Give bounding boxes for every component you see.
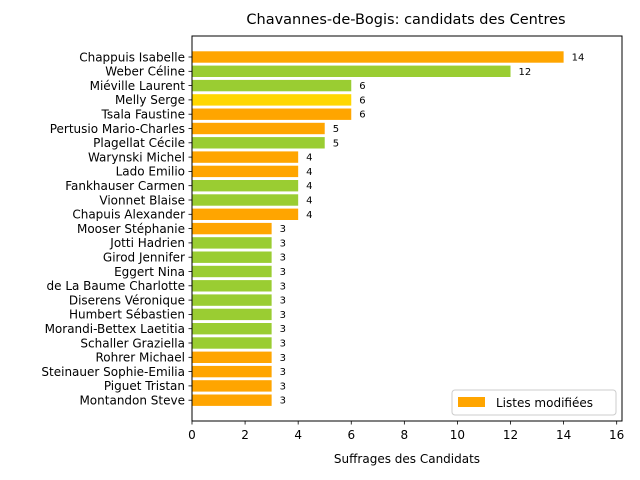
x-tick-label: 4 xyxy=(294,428,302,442)
data-label: 4 xyxy=(306,181,312,192)
data-label: 3 xyxy=(280,310,286,321)
x-tick-label: 8 xyxy=(401,428,409,442)
data-label: 3 xyxy=(280,324,286,335)
y-tick-label: Melly Serge xyxy=(115,93,185,107)
y-tick-label: Tsala Faustine xyxy=(101,108,186,122)
bar xyxy=(192,65,511,77)
data-label: 6 xyxy=(359,95,365,106)
y-tick-label: Montandon Steve xyxy=(79,394,185,408)
data-label: 3 xyxy=(280,367,286,378)
bar xyxy=(192,294,272,306)
x-tick-label: 0 xyxy=(188,428,196,442)
bar xyxy=(192,108,352,120)
y-tick-label: Pertusio Mario-Charles xyxy=(50,122,185,136)
bar xyxy=(192,51,564,63)
data-label: 3 xyxy=(280,281,286,292)
data-label: 3 xyxy=(280,253,286,264)
y-tick-label: Mooser Stéphanie xyxy=(77,222,185,236)
data-label: 3 xyxy=(280,381,286,392)
plot-frame xyxy=(191,35,623,422)
bar xyxy=(192,380,272,392)
data-label: 14 xyxy=(572,53,585,64)
y-tick-label: Morandi-Bettex Laetitia xyxy=(45,322,185,336)
data-label: 6 xyxy=(359,110,365,121)
legend-swatch xyxy=(458,397,485,407)
x-tick-label: 10 xyxy=(450,428,465,442)
bar xyxy=(192,180,299,192)
bar xyxy=(192,365,272,378)
y-tick-label: Schaller Graziella xyxy=(80,336,185,350)
bar xyxy=(192,337,272,349)
data-label: 6 xyxy=(359,81,365,92)
bar xyxy=(192,308,272,321)
bar xyxy=(192,94,352,106)
y-tick-label: Fankhauser Carmen xyxy=(65,179,185,193)
legend-frame xyxy=(451,389,617,416)
x-tick-label: 16 xyxy=(609,428,624,442)
data-label: 4 xyxy=(306,196,312,207)
data-label: 5 xyxy=(333,124,339,135)
data-label: 3 xyxy=(280,339,286,350)
y-tick-label: Miéville Laurent xyxy=(90,79,186,93)
y-tick-label: Piguet Tristan xyxy=(104,379,185,393)
y-tick-label: Girod Jennifer xyxy=(103,251,185,265)
data-label: 5 xyxy=(333,138,339,149)
bar xyxy=(192,151,299,163)
data-label: 3 xyxy=(280,224,286,235)
bar xyxy=(192,222,272,235)
y-tick-label: Weber Céline xyxy=(105,65,185,79)
x-axis-label: Suffrages des Candidats xyxy=(334,452,480,466)
bar xyxy=(192,237,272,249)
legend: Listes modifiées xyxy=(451,389,617,416)
data-label: 4 xyxy=(306,153,312,164)
bar xyxy=(192,122,325,135)
bar xyxy=(192,208,299,220)
bar xyxy=(192,280,272,292)
x-axis-ticks: 0 2 4 6 8 10 12 14 16 xyxy=(188,421,624,442)
y-tick-label: Humbert Sébastien xyxy=(69,308,185,322)
x-tick-label: 14 xyxy=(556,428,571,442)
y-tick-label: Diserens Véronique xyxy=(69,293,185,307)
legend-entry-label: Listes modifiées xyxy=(496,396,593,410)
x-tick-label: 12 xyxy=(503,428,518,442)
data-label: 3 xyxy=(280,353,286,364)
data-label: 4 xyxy=(306,167,312,178)
y-tick-label: Rohrer Michael xyxy=(95,351,185,365)
data-labels-group: 14 12 6 6 6 5 5 4 4 4 4 4 3 3 3 3 3 3 3 3 3 3 3 3 3 xyxy=(280,53,585,407)
bar xyxy=(192,194,299,206)
y-tick-label: Warynski Michel xyxy=(88,150,185,164)
y-tick-label: Plagellat Cécile xyxy=(93,136,185,150)
bar xyxy=(192,394,272,406)
x-tick-label: 2 xyxy=(241,428,249,442)
bar xyxy=(192,351,272,363)
y-tick-label: Chappuis Isabelle xyxy=(79,50,185,64)
bars-group xyxy=(192,51,564,406)
bar xyxy=(192,251,272,263)
bar xyxy=(192,137,325,149)
y-tick-label: Steinauer Sophie-Emilia xyxy=(41,365,185,379)
x-tick-label: 6 xyxy=(347,428,355,442)
bar xyxy=(192,323,272,335)
data-label: 3 xyxy=(280,396,286,407)
y-tick-label: Eggert Nina xyxy=(114,265,185,279)
y-tick-label: Lado Emilio xyxy=(116,165,185,179)
data-label: 3 xyxy=(280,296,286,307)
y-tick-label: Chapuis Alexander xyxy=(72,208,185,222)
bar xyxy=(192,165,299,178)
y-tick-label: Vionnet Blaise xyxy=(99,193,185,207)
chart-title: Chavannes-de-Bogis: candidats des Centre… xyxy=(246,12,565,28)
bar xyxy=(192,265,272,278)
bar xyxy=(192,79,352,92)
y-tick-label: de La Baume Charlotte xyxy=(47,279,186,293)
data-label: 12 xyxy=(519,67,532,78)
y-tick-label: Jotti Hadrien xyxy=(109,236,185,250)
data-label: 3 xyxy=(280,238,286,249)
data-label: 3 xyxy=(280,267,286,278)
data-label: 4 xyxy=(306,210,312,221)
